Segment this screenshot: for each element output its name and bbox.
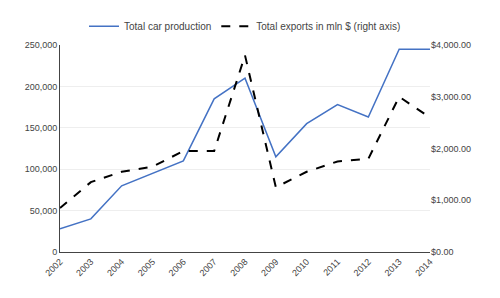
svg-text:$4,000.00: $4,000.00 — [431, 40, 471, 50]
svg-text:2007: 2007 — [198, 257, 219, 278]
svg-text:2003: 2003 — [74, 257, 95, 278]
svg-text:2010: 2010 — [290, 257, 311, 278]
svg-text:2005: 2005 — [136, 257, 157, 278]
svg-text:2009: 2009 — [259, 257, 280, 278]
svg-text:2004: 2004 — [105, 257, 126, 278]
svg-text:2011: 2011 — [321, 257, 342, 278]
svg-text:2006: 2006 — [167, 257, 188, 278]
svg-text:100,000: 100,000 — [25, 164, 58, 174]
svg-text:50,000: 50,000 — [30, 206, 58, 216]
svg-text:0: 0 — [52, 247, 57, 257]
svg-text:Total exports in mln $ (right: Total exports in mln $ (right axis) — [256, 21, 400, 32]
svg-text:150,000: 150,000 — [25, 123, 58, 133]
svg-text:$2,000.00: $2,000.00 — [431, 144, 471, 154]
svg-text:2008: 2008 — [228, 257, 249, 278]
svg-text:2013: 2013 — [383, 257, 404, 278]
svg-text:200,000: 200,000 — [25, 82, 58, 92]
svg-text:$1,000.00: $1,000.00 — [431, 195, 471, 205]
svg-text:$3,000.00: $3,000.00 — [431, 92, 471, 102]
svg-text:Total car production: Total car production — [124, 21, 211, 32]
svg-text:2012: 2012 — [352, 257, 373, 278]
svg-text:$0.00: $0.00 — [431, 247, 454, 257]
svg-text:2002: 2002 — [43, 257, 64, 278]
svg-text:2014: 2014 — [413, 257, 434, 278]
svg-text:250,000: 250,000 — [25, 40, 58, 50]
